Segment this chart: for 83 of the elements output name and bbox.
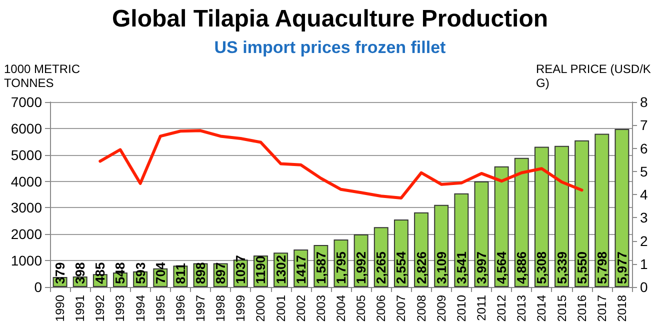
data-label: 898 xyxy=(193,262,208,284)
x-tick-label: 1998 xyxy=(214,294,228,322)
x-tick-label: 1990 xyxy=(53,294,68,322)
y-tick-label: 0 xyxy=(34,279,42,295)
data-label: 1037 xyxy=(233,255,248,284)
data-label: 811 xyxy=(172,263,188,284)
y-tick-label: 4000 xyxy=(10,173,42,190)
bar xyxy=(574,140,590,287)
data-label: 485 xyxy=(92,262,108,284)
y2-tick-label: 4 xyxy=(640,186,648,202)
data-label: 593 xyxy=(132,262,148,284)
data-label: 1,587 xyxy=(313,251,328,284)
x-tick-label: 1999 xyxy=(234,294,248,322)
x-tick-label: 1991 xyxy=(73,294,88,322)
data-label: 5,339 xyxy=(554,251,570,284)
data-label: 1417 xyxy=(293,255,308,284)
y-tick-label: 5000 xyxy=(10,146,42,163)
data-label: 3,997 xyxy=(474,251,489,284)
x-tick-label: 2007 xyxy=(394,294,408,322)
data-label: 1190 xyxy=(253,256,268,284)
data-label: 3,541 xyxy=(454,251,469,284)
x-tick-label: 2012 xyxy=(494,294,509,322)
x-tick-label: 1997 xyxy=(194,294,208,322)
x-tick-label: 2004 xyxy=(334,294,348,322)
y2-tick-label: 6 xyxy=(640,140,648,156)
y2-tick-label: 8 xyxy=(640,94,648,110)
bar xyxy=(594,134,610,287)
y-tick-label: 3000 xyxy=(10,200,42,216)
y2-tick-label: 0 xyxy=(640,279,648,295)
data-label: 4,886 xyxy=(514,251,530,284)
y-tick-label: 6000 xyxy=(10,120,42,136)
x-tick-label: 2016 xyxy=(574,294,589,322)
data-label: 1,992 xyxy=(354,251,369,284)
data-label: 5,798 xyxy=(594,251,610,284)
x-tick-label: 2008 xyxy=(414,294,428,322)
x-tick-label: 2003 xyxy=(314,294,328,322)
data-label: 1302 xyxy=(273,255,288,284)
y2-tick-label: 7 xyxy=(640,117,648,134)
x-tick-label: 2010 xyxy=(454,294,468,322)
data-label: 897 xyxy=(213,262,228,284)
data-label: 2,826 xyxy=(414,251,429,284)
x-tick-label: 2017 xyxy=(594,294,609,322)
data-label: 398 xyxy=(72,262,88,284)
x-tick-label: 2013 xyxy=(514,294,529,322)
data-label: 1,795 xyxy=(334,251,348,284)
x-tick-label: 1992 xyxy=(93,294,108,322)
data-label: 5,977 xyxy=(614,251,630,284)
line-series xyxy=(98,129,584,200)
data-label: 548 xyxy=(112,262,128,284)
x-tick-label: 2001 xyxy=(274,294,288,322)
x-tick-label: 2006 xyxy=(374,294,388,322)
x-tick-label: 1994 xyxy=(133,294,148,322)
y2-tick-label: 3 xyxy=(640,210,648,226)
chart-title: Global Tilapia Aquaculture Production xyxy=(112,6,548,32)
x-tick-label: 2015 xyxy=(554,294,569,322)
x-tick-label: 2018 xyxy=(614,294,629,322)
x-tick-label: 1996 xyxy=(173,294,188,322)
bar xyxy=(614,129,630,287)
x-tick-label: 2005 xyxy=(354,294,368,322)
x-tick-label: 1993 xyxy=(113,294,128,322)
y-tick-label: 2000 xyxy=(10,226,42,242)
y2-axis-title: REAL PRICE (USD/KG) xyxy=(536,62,651,90)
y-axis-title: 1000 METRIC TONNES xyxy=(4,62,84,90)
data-label: 379 xyxy=(52,262,68,284)
chart-subtitle: US import prices frozen fillet xyxy=(214,38,446,57)
x-tick-label: 2014 xyxy=(534,294,549,322)
x-tick-label: 2011 xyxy=(474,294,488,321)
x-tick-label: 1995 xyxy=(153,294,168,322)
y2-tick-label: 5 xyxy=(640,163,648,180)
x-tick-label: 2009 xyxy=(434,294,448,322)
data-label: 3,109 xyxy=(434,251,449,284)
y-tick-label: 7000 xyxy=(10,94,42,110)
y-tick-label: 1000 xyxy=(10,252,42,269)
x-tick-label: 2002 xyxy=(294,294,308,322)
data-label: 4,564 xyxy=(494,250,510,284)
data-label: 5,550 xyxy=(574,251,590,284)
data-label: 2,554 xyxy=(394,250,409,284)
y2-tick-label: 2 xyxy=(640,232,648,249)
x-tick-label: 2000 xyxy=(254,294,268,322)
data-label: 5,308 xyxy=(534,251,550,284)
data-label: 2,265 xyxy=(374,251,389,284)
data-label: 704 xyxy=(152,262,168,284)
y2-tick-label: 1 xyxy=(640,256,648,272)
